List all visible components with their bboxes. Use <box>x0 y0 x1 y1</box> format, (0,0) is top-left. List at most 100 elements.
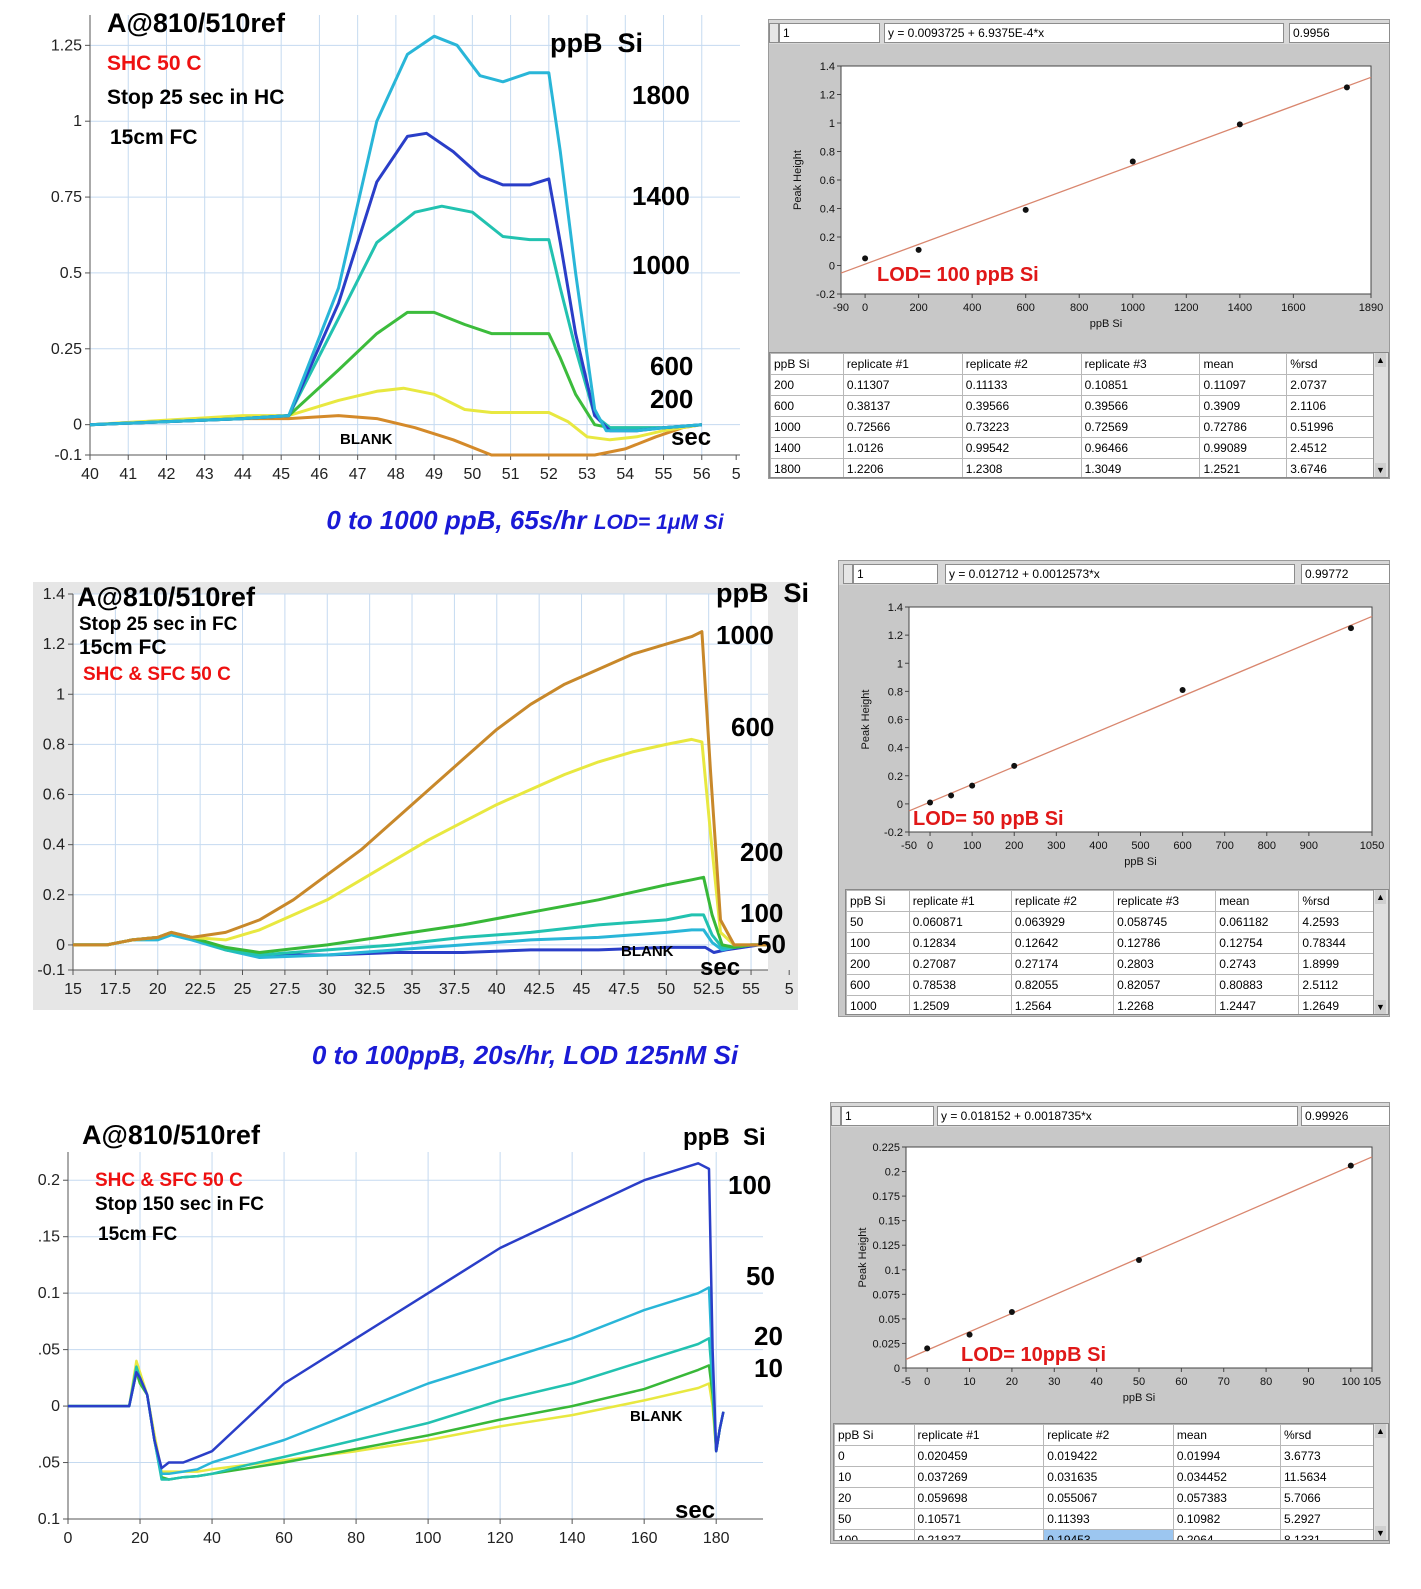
table-cell[interactable]: 3.6773 <box>1280 1445 1374 1467</box>
table-row[interactable]: 200 0.11307 0.11133 0.10851 0.11097 2.0737 <box>770 374 1374 396</box>
table-cell[interactable]: 0.055067 <box>1043 1487 1174 1509</box>
table-cell[interactable]: 0.12754 <box>1215 932 1300 954</box>
table-cell[interactable]: 0 <box>834 1445 915 1467</box>
table-row[interactable]: 50 0.10571 0.11393 0.10982 5.2927 <box>834 1508 1374 1530</box>
table-cell[interactable]: 0.80883 <box>1215 974 1300 996</box>
table-cell[interactable]: 2.4512 <box>1286 437 1374 459</box>
table-cell[interactable]: 1.0126 <box>842 437 963 459</box>
column-header[interactable]: replicate #1 <box>913 1424 1045 1446</box>
table-cell[interactable]: 0.21827 <box>913 1529 1045 1540</box>
column-header[interactable]: replicate #2 <box>1043 1424 1174 1446</box>
table-row[interactable]: 600 0.78538 0.82055 0.82057 0.80883 2.5112 <box>846 974 1374 996</box>
column-header[interactable]: mean <box>1172 1424 1282 1446</box>
table-cell[interactable]: 0.39566 <box>961 395 1082 417</box>
column-header[interactable]: replicate #3 <box>1080 353 1201 375</box>
table-cell[interactable]: 0.2064 <box>1172 1529 1282 1540</box>
table-cell[interactable]: 11.5634 <box>1280 1466 1374 1488</box>
table-cell[interactable]: 0.061182 <box>1215 911 1300 933</box>
table-cell[interactable]: 1.2268 <box>1113 995 1217 1014</box>
table-cell[interactable]: 0.96466 <box>1080 437 1201 459</box>
table-cell[interactable]: 200 <box>846 953 910 975</box>
column-header[interactable]: replicate #1 <box>908 890 1012 912</box>
table-cell[interactable]: 1.2649 <box>1298 995 1374 1014</box>
table-row[interactable]: 200 0.27087 0.27174 0.2803 0.2743 1.8999 <box>846 953 1374 975</box>
table-cell[interactable]: 0.78538 <box>908 974 1012 996</box>
equation-field[interactable]: y = 0.0093725 + 6.9375E-4*x <box>884 23 1284 43</box>
scroll-down-icon[interactable]: ▼ <box>1375 463 1386 477</box>
equation-field[interactable]: y = 0.012712 + 0.0012573*x <box>945 564 1295 584</box>
table-cell[interactable]: 200 <box>770 374 844 396</box>
table-cell[interactable]: 0.10982 <box>1172 1508 1282 1530</box>
table-cell[interactable]: 20 <box>834 1487 915 1509</box>
table-cell[interactable]: 10 <box>834 1466 915 1488</box>
table-cell[interactable]: 0.031635 <box>1043 1466 1174 1488</box>
table-cell[interactable]: 1800 <box>770 458 844 477</box>
table-cell[interactable]: 50 <box>834 1508 915 1530</box>
table-cell[interactable]: 1.2447 <box>1215 995 1300 1014</box>
r-field[interactable]: 0.9956 <box>1289 23 1390 43</box>
table-cell[interactable]: 1400 <box>770 437 844 459</box>
table-cell[interactable]: 0.72566 <box>842 416 963 438</box>
table-cell[interactable]: 1.2308 <box>961 458 1082 477</box>
table-row[interactable]: 1000 1.2509 1.2564 1.2268 1.2447 1.2649 <box>846 995 1374 1014</box>
scroll-up-icon[interactable]: ▲ <box>1375 890 1386 904</box>
table-cell[interactable]: 0.38137 <box>842 395 963 417</box>
table-cell[interactable]: 2.1106 <box>1286 395 1374 417</box>
index-field[interactable]: 1 <box>779 23 880 43</box>
table-cell[interactable]: 0.059698 <box>913 1487 1045 1509</box>
table-cell[interactable]: 2.5112 <box>1298 974 1374 996</box>
table-cell[interactable]: 0.11133 <box>961 374 1082 396</box>
table-scrollbar[interactable]: ▲ ▼ <box>1373 890 1388 1014</box>
table-cell[interactable]: 100 <box>846 932 910 954</box>
scroll-down-icon[interactable]: ▼ <box>1375 1000 1386 1014</box>
table-cell[interactable]: 1.2521 <box>1199 458 1288 477</box>
table-row[interactable]: 1400 1.0126 0.99542 0.96466 0.99089 2.4512 <box>770 437 1374 459</box>
table-cell[interactable]: 0.10571 <box>913 1508 1045 1530</box>
table-cell[interactable]: 4.2593 <box>1298 911 1374 933</box>
table-cell[interactable]: 0.19453 <box>1043 1529 1174 1540</box>
table-cell[interactable]: 0.060871 <box>908 911 1012 933</box>
column-header[interactable]: ppB Si <box>834 1424 915 1446</box>
table-cell[interactable]: 0.99542 <box>961 437 1082 459</box>
table-cell[interactable]: 0.12786 <box>1113 932 1217 954</box>
table-row[interactable]: 100 0.12834 0.12642 0.12786 0.12754 0.78344 <box>846 932 1374 954</box>
table-cell[interactable]: 0.27174 <box>1010 953 1115 975</box>
table-cell[interactable]: 0.11393 <box>1043 1508 1174 1530</box>
table-cell[interactable]: 0.73223 <box>961 416 1082 438</box>
table-cell[interactable]: 0.99089 <box>1199 437 1288 459</box>
table-cell[interactable]: 1000 <box>770 416 844 438</box>
table-cell[interactable]: 600 <box>770 395 844 417</box>
table-cell[interactable]: 1.2564 <box>1010 995 1115 1014</box>
table-cell[interactable]: 600 <box>846 974 910 996</box>
table-cell[interactable]: 0.057383 <box>1172 1487 1282 1509</box>
r-field[interactable]: 0.99772 <box>1301 564 1390 584</box>
column-header[interactable]: %rsd <box>1298 890 1374 912</box>
table-cell[interactable]: 0.82057 <box>1113 974 1217 996</box>
table-cell[interactable]: 0.51996 <box>1286 416 1374 438</box>
table-cell[interactable]: 0.78344 <box>1298 932 1374 954</box>
column-header[interactable]: mean <box>1199 353 1288 375</box>
table-row[interactable]: 1800 1.2206 1.2308 1.3049 1.2521 3.6746 <box>770 458 1374 477</box>
table-cell[interactable]: 0.037269 <box>913 1466 1045 1488</box>
index-spinner[interactable] <box>843 564 853 584</box>
table-cell[interactable]: 1000 <box>846 995 910 1014</box>
scroll-up-icon[interactable]: ▲ <box>1375 1424 1386 1438</box>
r-field[interactable]: 0.99926 <box>1301 1106 1390 1126</box>
index-field[interactable]: 1 <box>841 1106 934 1126</box>
scroll-up-icon[interactable]: ▲ <box>1375 353 1386 367</box>
table-cell[interactable]: 0.11307 <box>842 374 963 396</box>
table-row[interactable]: 10 0.037269 0.031635 0.034452 11.5634 <box>834 1466 1374 1488</box>
table-row[interactable]: 20 0.059698 0.055067 0.057383 5.7066 <box>834 1487 1374 1509</box>
index-field[interactable]: 1 <box>853 564 938 584</box>
column-header[interactable]: replicate #3 <box>1113 890 1217 912</box>
table-cell[interactable]: 1.3049 <box>1080 458 1201 477</box>
table-cell[interactable]: 0.2743 <box>1215 953 1300 975</box>
table-cell[interactable]: 0.3909 <box>1199 395 1288 417</box>
table-cell[interactable]: 1.2206 <box>842 458 963 477</box>
table-cell[interactable]: 1.2509 <box>908 995 1012 1014</box>
table-cell[interactable]: 0.39566 <box>1080 395 1201 417</box>
table-row[interactable]: 1000 0.72566 0.73223 0.72569 0.72786 0.51996 <box>770 416 1374 438</box>
column-header[interactable]: ppB Si <box>770 353 844 375</box>
table-scrollbar[interactable]: ▲ ▼ <box>1373 353 1388 477</box>
table-cell[interactable]: 0.27087 <box>908 953 1012 975</box>
